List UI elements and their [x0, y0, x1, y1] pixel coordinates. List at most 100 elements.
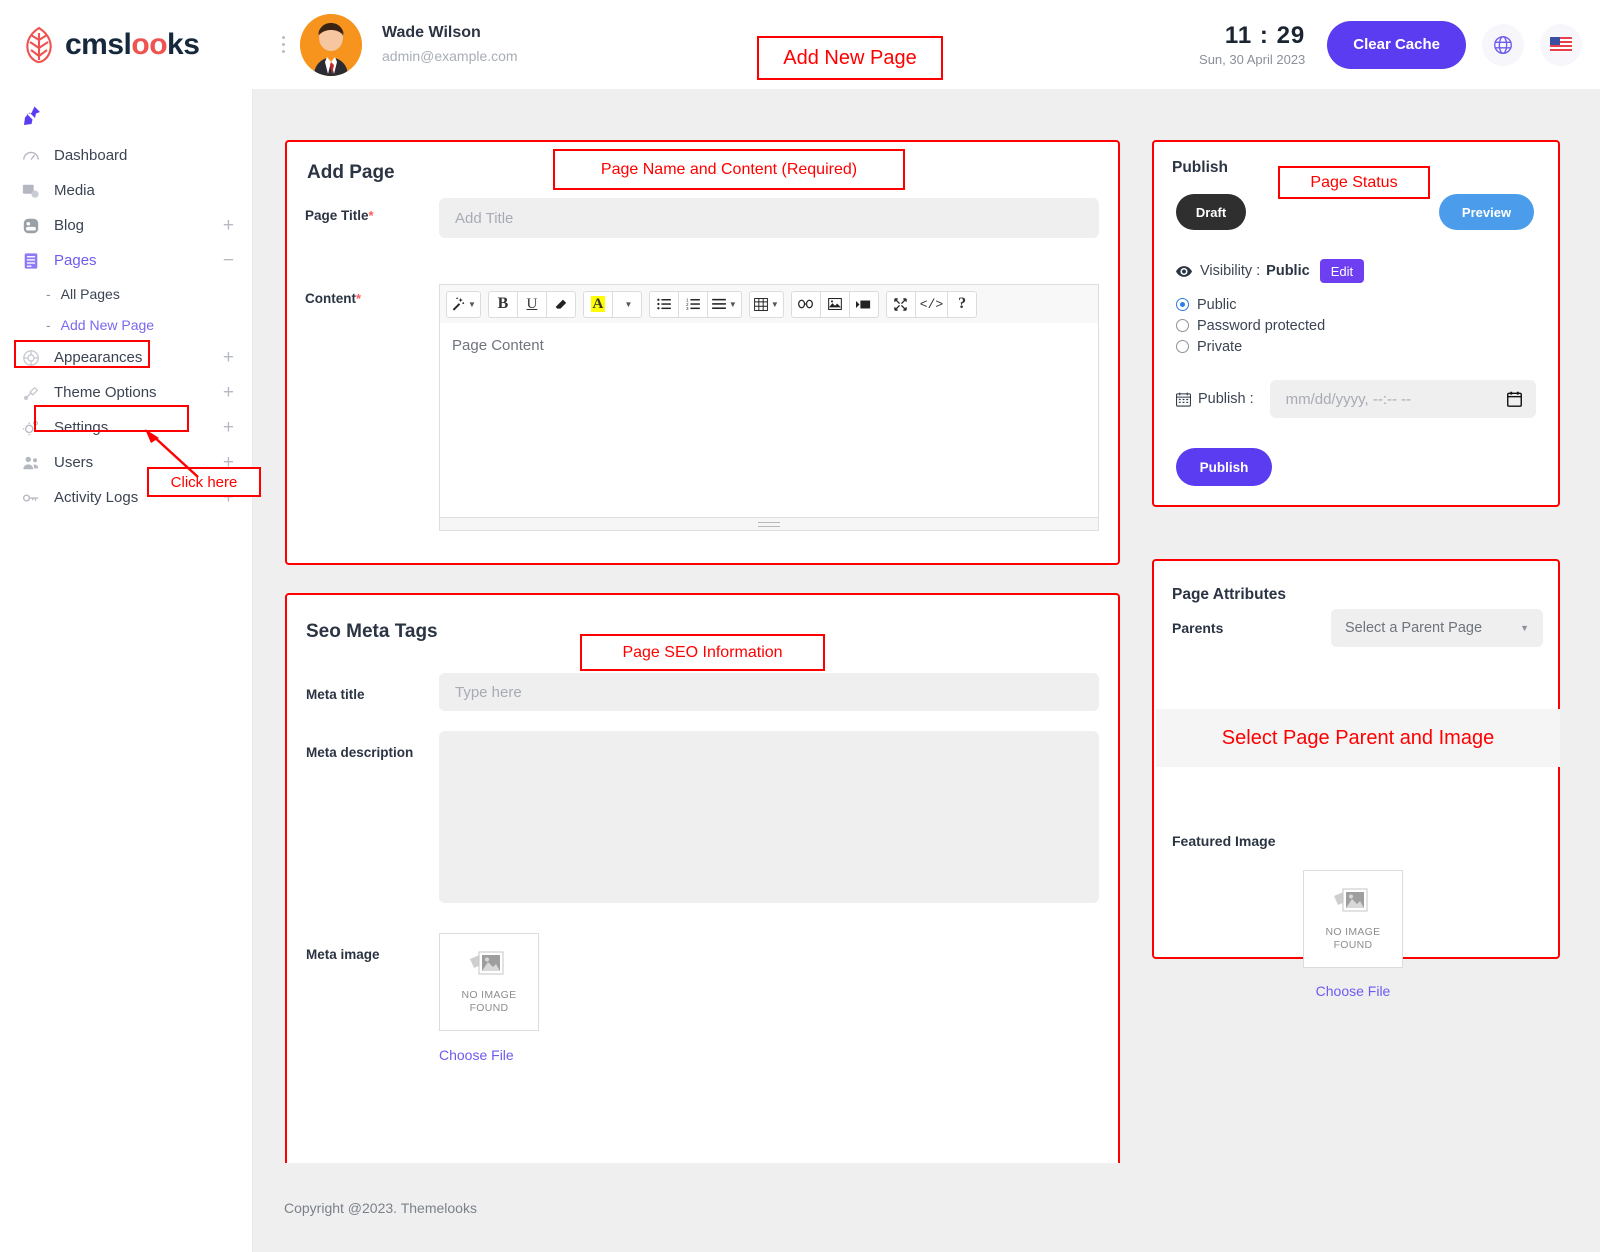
meta-image-choose-file-link[interactable]: Choose File	[439, 1047, 514, 1063]
sidebar-subitem-all-pages[interactable]: - All Pages	[0, 278, 252, 309]
toolbar-group-format: B U	[487, 290, 576, 318]
sidebar-item-label: Theme Options	[54, 384, 157, 401]
annotation-page-status: Page Status	[1278, 166, 1430, 199]
top-header: cmslooks Wade Wilson admin@example.com A…	[0, 0, 1600, 89]
sidebar-item-activity-logs[interactable]: Activity Logs +	[0, 480, 252, 515]
avatar[interactable]	[300, 13, 362, 76]
globe-icon[interactable]	[1482, 23, 1524, 66]
page-title-input[interactable]	[439, 198, 1099, 238]
visibility-options-group: Public Password protected Private	[1176, 294, 1325, 357]
clear-cache-button[interactable]: Clear Cache	[1327, 20, 1466, 69]
help-icon[interactable]: ?	[947, 290, 978, 318]
featured-image-choose-file-link[interactable]: Choose File	[1315, 983, 1391, 999]
code-view-icon[interactable]: </>	[914, 290, 949, 318]
fullscreen-icon[interactable]	[885, 290, 916, 318]
publish-date-row: Publish :	[1176, 380, 1536, 418]
radio-button-icon[interactable]	[1176, 340, 1189, 353]
current-time: 11 : 29	[1224, 22, 1306, 49]
meta-image-placeholder[interactable]: NO IMAGE FOUND	[439, 933, 539, 1031]
magic-wand-icon[interactable]: ▼	[446, 290, 481, 318]
logo-text-part1: cmsl	[65, 27, 132, 61]
user-info: Wade Wilson admin@example.com	[382, 23, 518, 66]
publish-button[interactable]: Publish	[1176, 448, 1272, 486]
visibility-option-label: Public	[1197, 296, 1237, 313]
sidebar-toggle-icon[interactable]: +	[222, 486, 234, 508]
theme-options-icon	[22, 384, 46, 402]
table-icon[interactable]: ▼	[748, 290, 784, 318]
parent-page-select[interactable]: Select a Parent Page ▼	[1331, 609, 1543, 647]
publish-date-label: Publish :	[1198, 391, 1254, 407]
meta-image-uploader: NO IMAGE FOUND Choose File	[439, 933, 539, 1063]
link-icon[interactable]	[790, 290, 821, 318]
sidebar-subitem-add-new-page[interactable]: - Add New Page	[0, 309, 252, 340]
publish-card: Publish Page Status Draft Preview Visibi…	[1152, 140, 1560, 507]
svg-text:2: 2	[686, 302, 689, 307]
no-image-line1: NO IMAGE	[1325, 926, 1381, 938]
sidebar-item-label: Dashboard	[54, 147, 128, 164]
meta-title-input[interactable]	[439, 673, 1099, 711]
content-editor-body[interactable]: Page Content	[439, 323, 1099, 518]
editor-resize-handle[interactable]	[439, 518, 1099, 531]
radio-button-icon[interactable]	[1176, 319, 1189, 332]
pin-icon[interactable]	[0, 89, 252, 138]
ul-glyph	[657, 298, 671, 310]
featured-image-placeholder[interactable]: NO IMAGE FOUND	[1303, 870, 1403, 968]
sidebar-item-label: Appearances	[54, 349, 143, 366]
sidebar-item-pages[interactable]: Pages −	[0, 243, 252, 278]
sidebar-item-media[interactable]: Media	[0, 173, 252, 208]
sidebar-item-label: Pages	[54, 252, 97, 269]
visibility-option-password-protected[interactable]: Password protected	[1176, 315, 1325, 336]
meta-title-label: Meta title	[306, 687, 365, 702]
clock-widget: 11 : 29 Sun, 30 April 2023	[1199, 22, 1305, 67]
chevron-down-icon: ▼	[1520, 623, 1529, 633]
image-icon[interactable]	[819, 290, 850, 318]
brand-logo[interactable]: cmslooks	[0, 0, 258, 89]
publish-card-title: Publish	[1172, 159, 1228, 176]
bold-icon[interactable]: B	[487, 290, 518, 318]
radio-button-icon[interactable]	[1176, 298, 1189, 311]
publish-date-input[interactable]	[1269, 380, 1536, 418]
eye-icon	[1176, 265, 1192, 277]
visibility-option-private[interactable]: Private	[1176, 336, 1325, 357]
sidebar-item-users[interactable]: Users +	[0, 445, 252, 480]
unordered-list-icon[interactable]	[648, 290, 679, 318]
video-icon[interactable]	[848, 290, 879, 318]
no-image-line2: FOUND	[1333, 939, 1373, 951]
preview-button[interactable]: Preview	[1439, 194, 1534, 230]
content-label: Content*	[305, 291, 361, 306]
sidebar-item-blog[interactable]: Blog +	[0, 208, 252, 243]
sidebar-toggle-icon[interactable]: +	[222, 214, 234, 236]
sidebar-item-dashboard[interactable]: Dashboard	[0, 138, 252, 173]
visibility-option-public[interactable]: Public	[1176, 294, 1325, 315]
globe-glyph	[1494, 35, 1512, 54]
toolbar-group-table: ▼	[748, 290, 784, 318]
resize-grip-icon	[758, 521, 780, 527]
attributes-card-title: Page Attributes	[1172, 586, 1286, 603]
align-icon[interactable]: ▼	[706, 290, 742, 318]
pin-glyph	[24, 106, 40, 125]
sidebar-toggle-icon[interactable]: +	[222, 346, 234, 368]
annotation-click-here: Click here	[147, 467, 261, 497]
eraser-icon[interactable]	[545, 290, 576, 318]
language-flag-button[interactable]	[1540, 23, 1582, 66]
sidebar-toggle-icon[interactable]: +	[222, 451, 234, 473]
text-color-dropdown[interactable]: ▼	[611, 290, 642, 318]
parent-page-selected-value: Select a Parent Page	[1345, 620, 1483, 636]
annotation-arrow	[145, 429, 199, 478]
sidebar-toggle-icon[interactable]: +	[222, 381, 234, 403]
sidebar-item-theme-options[interactable]: Theme Options +	[0, 375, 252, 410]
sidebar-toggle-icon[interactable]: +	[222, 416, 234, 438]
sidebar-item-appearances[interactable]: Appearances +	[0, 340, 252, 375]
sidebar-toggle-icon[interactable]: −	[222, 249, 234, 271]
no-image-line1: NO IMAGE	[461, 989, 517, 1001]
kebab-menu-icon[interactable]	[270, 0, 296, 89]
visibility-edit-button[interactable]: Edit	[1319, 259, 1365, 283]
text-color-icon[interactable]: A	[582, 290, 613, 318]
calendar-picker-icon[interactable]	[1507, 391, 1522, 407]
underline-icon[interactable]: U	[516, 290, 547, 318]
meta-description-textarea[interactable]	[439, 731, 1099, 903]
draft-button[interactable]: Draft	[1176, 194, 1246, 230]
footer: Copyright @2023. Themelooks	[253, 1163, 1600, 1252]
text-color-glyph: A	[590, 296, 606, 312]
